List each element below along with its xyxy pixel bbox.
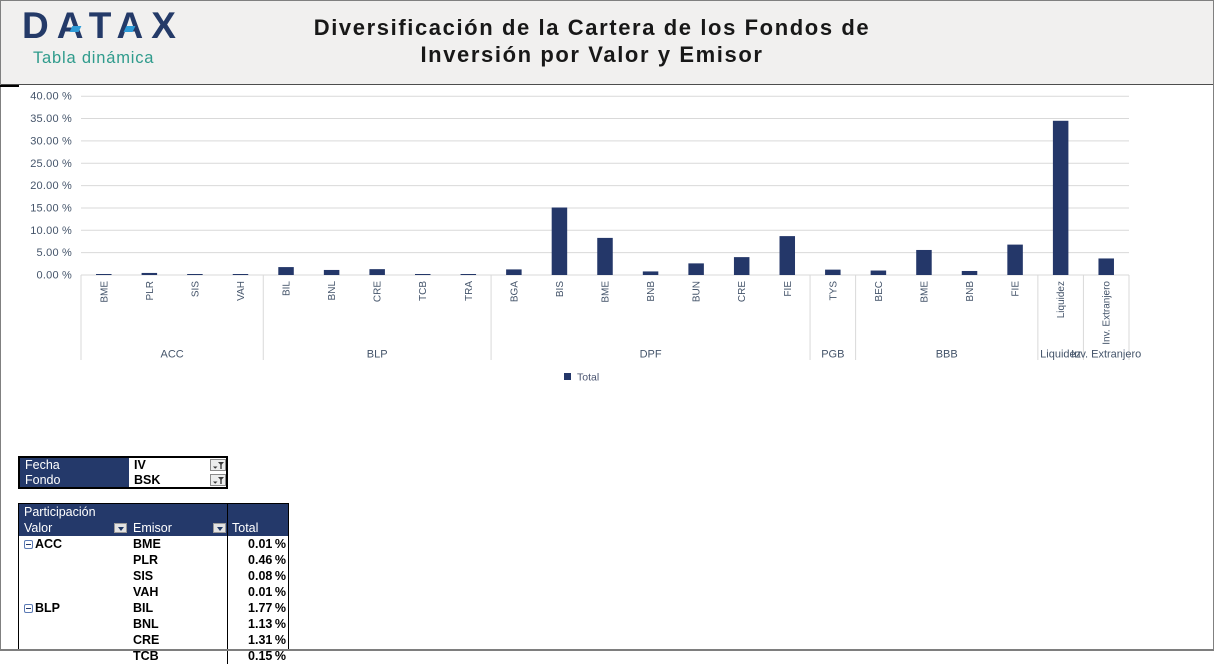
svg-text:SIS: SIS: [190, 281, 201, 297]
svg-text:35.00 %: 35.00 %: [30, 113, 72, 125]
svg-text:Inv. Extranjero: Inv. Extranjero: [1102, 281, 1113, 345]
svg-text:FIE: FIE: [1011, 281, 1022, 297]
svg-text:TRA: TRA: [464, 281, 475, 301]
svg-text:BGA: BGA: [509, 281, 520, 302]
svg-text:BIL: BIL: [282, 281, 293, 296]
svg-text:BBB: BBB: [936, 349, 958, 361]
svg-text:BEC: BEC: [874, 281, 885, 302]
svg-text:ACC: ACC: [161, 349, 184, 361]
svg-text:Inv. Extranjero: Inv. Extranjero: [1071, 349, 1141, 361]
svg-text:5.00 %: 5.00 %: [37, 247, 72, 259]
svg-text:VAH: VAH: [236, 281, 247, 301]
svg-text:10.00 %: 10.00 %: [30, 225, 72, 237]
svg-text:Liquidez: Liquidez: [1040, 349, 1081, 361]
svg-text:BNB: BNB: [965, 281, 976, 302]
svg-text:BUN: BUN: [692, 281, 703, 302]
svg-text:PLR: PLR: [145, 281, 156, 300]
svg-text:BME: BME: [601, 281, 612, 303]
svg-text:30.00 %: 30.00 %: [30, 135, 72, 147]
svg-text:BNL: BNL: [327, 281, 338, 301]
svg-text:0.00 %: 0.00 %: [37, 270, 72, 282]
svg-text:BLP: BLP: [367, 349, 388, 361]
svg-text:PGB: PGB: [821, 349, 844, 361]
svg-text:TYS: TYS: [828, 281, 839, 301]
svg-text:DPF: DPF: [640, 349, 662, 361]
svg-text:BIS: BIS: [555, 281, 566, 297]
svg-text:15.00 %: 15.00 %: [30, 202, 72, 214]
svg-text:BME: BME: [99, 281, 110, 303]
svg-text:40.00 %: 40.00 %: [30, 91, 72, 103]
svg-text:CRE: CRE: [373, 281, 384, 302]
svg-text:25.00 %: 25.00 %: [30, 158, 72, 170]
svg-text:BNB: BNB: [646, 281, 657, 302]
svg-text:20.00 %: 20.00 %: [30, 180, 72, 192]
svg-text:FIE: FIE: [783, 281, 794, 297]
svg-text:TCB: TCB: [418, 281, 429, 301]
svg-text:CRE: CRE: [737, 281, 748, 302]
svg-text:BME: BME: [919, 281, 930, 303]
svg-text:Liquidez: Liquidez: [1056, 281, 1067, 318]
svg-text:Total: Total: [577, 372, 599, 384]
